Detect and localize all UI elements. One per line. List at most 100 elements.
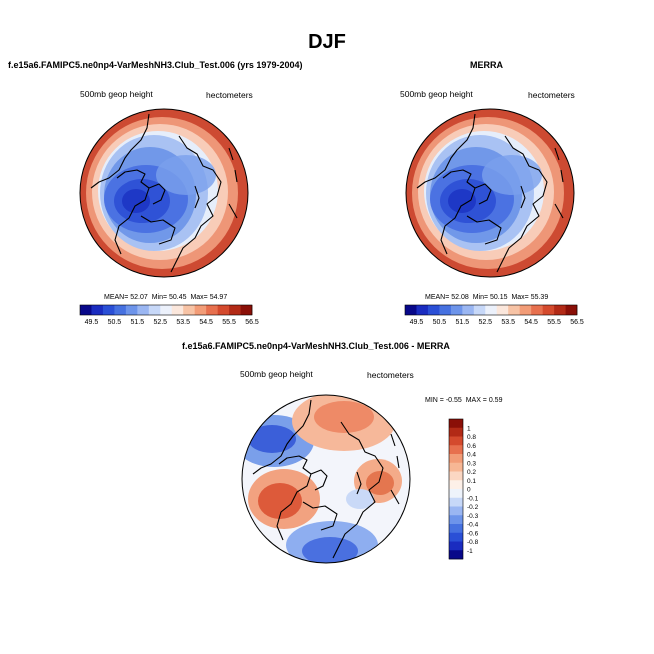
- colorbar-swatch: [405, 305, 417, 315]
- colorbar-tick-label: 0.1: [467, 478, 476, 485]
- panel2-colorbar: 49.5 50.5 51.5 52.5 53.5 54.5 55.5 56.5: [404, 304, 584, 326]
- map-field: [80, 109, 248, 277]
- colorbar-swatch: [416, 305, 429, 315]
- panel2-units-label: hectometers: [528, 90, 575, 100]
- colorbar-tick-label: 49.5: [85, 319, 99, 326]
- panel1-title: f.e15a6.FAMIPC5.ne0np4-VarMeshNH3.Club_T…: [8, 60, 303, 70]
- colorbar-swatch: [449, 462, 463, 472]
- colorbar-tick-label: 51.5: [131, 319, 145, 326]
- colorbar-tick-label: -0.8: [467, 539, 479, 546]
- colorbar-tick-label: 56.5: [570, 319, 584, 326]
- panel2-polar-map: [405, 108, 575, 278]
- colorbar-tick-label: 53.5: [176, 319, 190, 326]
- panel3-title: f.e15a6.FAMIPC5.ne0np4-VarMeshNH3.Club_T…: [182, 341, 450, 351]
- panel3-units-label: hectometers: [367, 370, 414, 380]
- panel2-variable-label: 500mb geop height: [400, 89, 473, 99]
- colorbar-swatch: [449, 480, 463, 490]
- colorbar-swatch: [565, 305, 578, 315]
- colorbar-tick-label: 49.5: [410, 319, 424, 326]
- colorbar-swatch: [183, 305, 195, 315]
- colorbar-tick-label: 0.8: [467, 434, 476, 441]
- colorbar-tick-label: 0.3: [467, 460, 476, 467]
- colorbar-swatch: [439, 305, 452, 315]
- colorbar-tick-label: 54.5: [199, 319, 213, 326]
- main-title: DJF: [308, 31, 346, 53]
- map-field: [242, 395, 410, 563]
- colorbar-swatch: [137, 305, 150, 315]
- colorbar-tick-label: 50.5: [108, 319, 122, 326]
- colorbar-tick-label: -0.3: [467, 513, 479, 520]
- colorbar-swatch: [171, 305, 184, 315]
- colorbar-swatch: [125, 305, 138, 315]
- colorbar-swatch: [80, 305, 92, 315]
- colorbar-swatch: [462, 305, 475, 315]
- colorbar-swatch: [449, 427, 463, 437]
- colorbar-swatch: [229, 305, 241, 315]
- colorbar-swatch: [450, 305, 463, 315]
- colorbar-swatch: [240, 305, 253, 315]
- colorbar-swatch: [449, 541, 463, 551]
- colorbar-tick-label: -0.4: [467, 522, 479, 529]
- colorbar-swatch: [449, 419, 463, 429]
- colorbar-tick-label: 55.5: [222, 319, 236, 326]
- colorbar-swatch: [449, 497, 463, 507]
- colorbar-swatch: [206, 305, 218, 315]
- coastlines: [252, 399, 400, 559]
- colorbar-swatch: [531, 305, 543, 315]
- colorbar-swatch: [114, 305, 127, 315]
- panel1-units-label: hectometers: [206, 90, 253, 100]
- panel3-variable-label: 500mb geop height: [240, 369, 313, 379]
- coastlines: [416, 113, 564, 273]
- colorbar-swatch: [519, 305, 532, 315]
- colorbar-swatch: [449, 436, 463, 446]
- colorbar-swatch: [554, 305, 566, 315]
- colorbar-tick-label: 0.2: [467, 469, 476, 476]
- panel3-stats: MIN = -0.55 MAX = 0.59: [425, 397, 503, 404]
- colorbar-tick-label: -0.6: [467, 530, 479, 537]
- coastlines: [90, 113, 238, 273]
- colorbar-swatch: [485, 305, 498, 315]
- colorbar-tick-label: 0.6: [467, 443, 476, 450]
- colorbar-swatch: [449, 550, 463, 560]
- map-field: [406, 109, 574, 277]
- panel1-polar-map: [79, 108, 249, 278]
- colorbar-swatch: [91, 305, 104, 315]
- colorbar-tick-label: 52.5: [478, 319, 492, 326]
- colorbar-tick-label: 0.4: [467, 452, 476, 459]
- colorbar-swatch: [194, 305, 207, 315]
- panel3-polar-map: [241, 394, 411, 564]
- colorbar-tick-label: 55.5: [547, 319, 561, 326]
- panel3-colorbar: 1 0.8 0.6 0.40.3 0.2 0.1 0-0.1 -0.2 -0.3 -0.4-0.6…: [448, 418, 479, 560]
- colorbar-swatch: [449, 532, 463, 542]
- panel1-variable-label: 500mb geop height: [80, 89, 153, 99]
- colorbar-tick-label: 56.5: [245, 319, 259, 326]
- colorbar-tick-label: 51.5: [456, 319, 470, 326]
- panel1-colorbar: 49.5 50.5 51.5 52.5 53.5 54.5 55.5 56.5: [79, 304, 259, 326]
- colorbar-swatch: [449, 506, 463, 516]
- colorbar-swatch: [449, 524, 463, 534]
- panel2-stats: MEAN= 52.08 Min= 50.15 Max= 55.39: [425, 294, 549, 301]
- colorbar-tick-label: 53.5: [501, 319, 515, 326]
- colorbar-swatch: [449, 471, 463, 481]
- colorbar-swatch: [449, 454, 463, 464]
- colorbar-swatch: [449, 489, 463, 499]
- colorbar-swatch: [449, 445, 463, 455]
- colorbar-swatch: [508, 305, 520, 315]
- panel2-title: MERRA: [470, 60, 503, 70]
- colorbar-tick-label: 52.5: [153, 319, 167, 326]
- colorbar-swatch: [473, 305, 486, 315]
- colorbar-swatch: [427, 305, 440, 315]
- colorbar-swatch: [449, 515, 463, 525]
- colorbar-tick-label: -1: [467, 548, 473, 555]
- colorbar-tick-label: 54.5: [524, 319, 538, 326]
- colorbar-tick-label: 1: [467, 425, 471, 432]
- colorbar-tick-label: 0: [467, 487, 471, 494]
- colorbar-tick-label: 50.5: [433, 319, 447, 326]
- colorbar-swatch: [102, 305, 115, 315]
- colorbar-tick-label: -0.2: [467, 504, 479, 511]
- colorbar-swatch: [496, 305, 509, 315]
- colorbar-tick-label: -0.1: [467, 495, 479, 502]
- colorbar-swatch: [542, 305, 555, 315]
- colorbar-swatch: [217, 305, 230, 315]
- colorbar-swatch: [160, 305, 173, 315]
